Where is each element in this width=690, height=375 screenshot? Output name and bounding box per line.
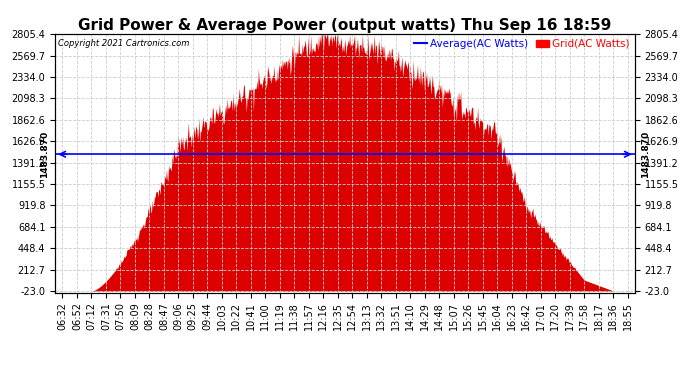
Text: 1483.870: 1483.870: [41, 130, 50, 178]
Legend: Average(AC Watts), Grid(AC Watts): Average(AC Watts), Grid(AC Watts): [415, 39, 629, 49]
Title: Grid Power & Average Power (output watts) Thu Sep 16 18:59: Grid Power & Average Power (output watts…: [78, 18, 612, 33]
Text: 1483.870: 1483.870: [640, 130, 649, 178]
Text: Copyright 2021 Cartronics.com: Copyright 2021 Cartronics.com: [58, 39, 190, 48]
